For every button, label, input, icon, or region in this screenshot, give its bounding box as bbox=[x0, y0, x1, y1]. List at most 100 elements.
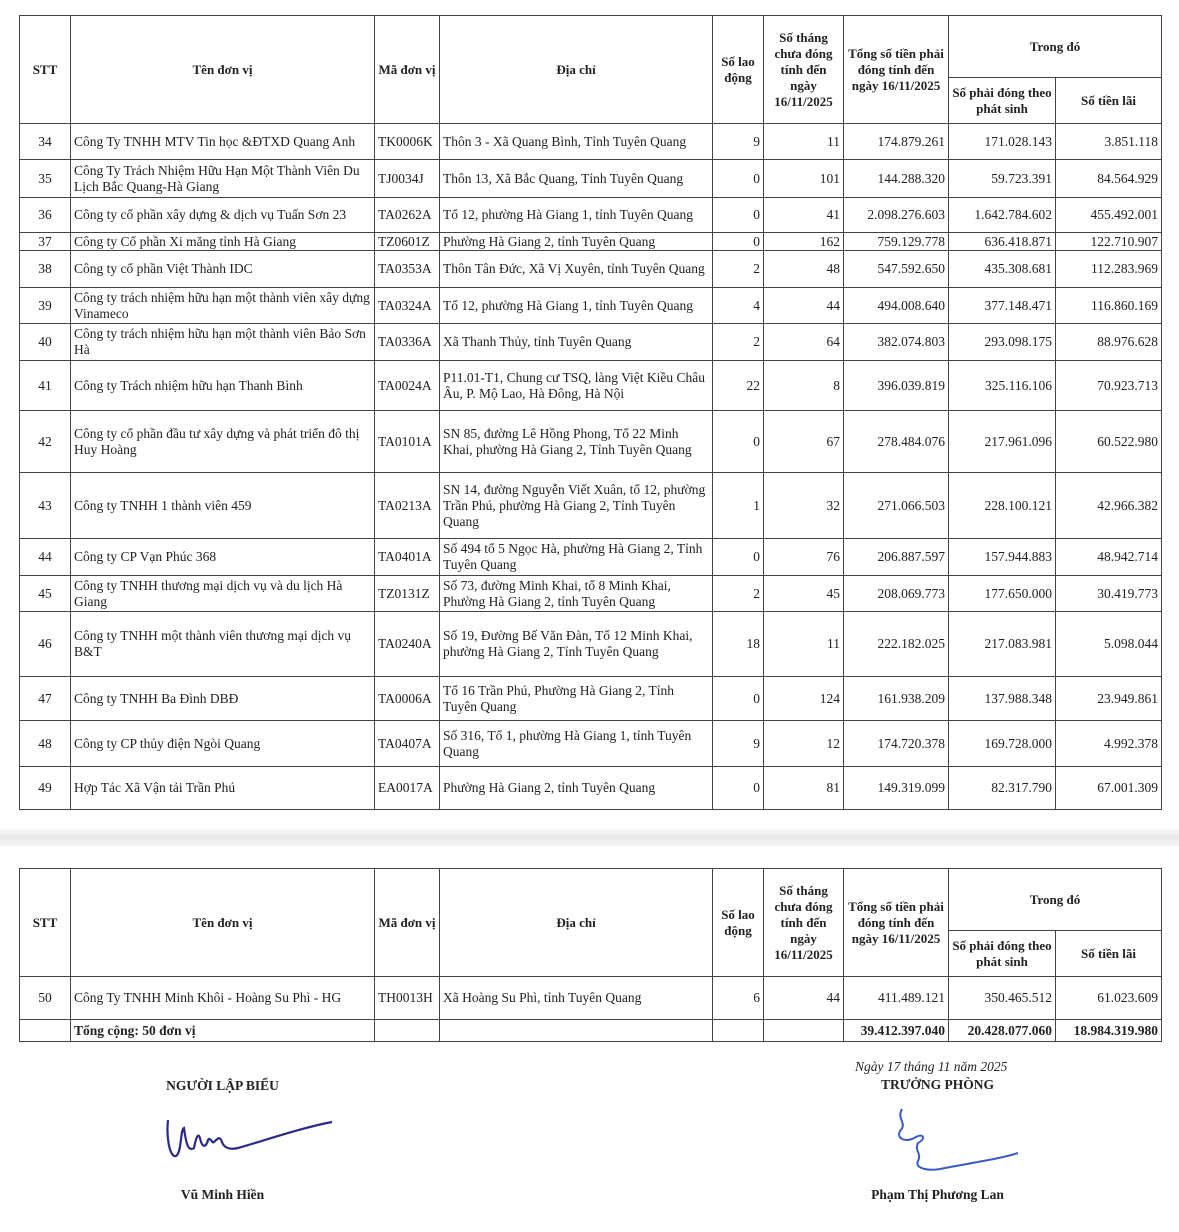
header-trongdo: Trong đó bbox=[947, 15, 1163, 78]
cell-so-lao-dong: 0 bbox=[712, 197, 764, 233]
table-row: 50 Công Ty TNHH Minh Khôi - Hoàng Su Phì … bbox=[19, 976, 1163, 1020]
cell-so-thang: 11 bbox=[763, 611, 844, 677]
header-phatsinh: Số phải đóng theo phát sinh bbox=[948, 930, 1056, 977]
cell-so-tien-lai: 116.860.169 bbox=[1054, 287, 1163, 324]
cell-so-tien-lai: 4.992.378 bbox=[1054, 720, 1163, 767]
cell-so-tien-lai: 84.564.929 bbox=[1054, 159, 1163, 198]
cell-so-thang: 64 bbox=[763, 323, 844, 361]
cell-so-lao-dong: 0 bbox=[712, 410, 764, 473]
cell-tong-so-tien: 411.489.121 bbox=[843, 976, 949, 1020]
cell-so-lao-dong: 4 bbox=[712, 287, 764, 324]
cell-ten-don-vi: Công ty cổ phần Việt Thành IDC bbox=[70, 250, 375, 288]
cell-so-phai-dong: 137.988.348 bbox=[948, 676, 1056, 721]
total-phatsinh: 20.428.077.060 bbox=[948, 1019, 1056, 1042]
cell-dia-chi: SN 14, đường Nguyễn Viết Xuân, tổ 12, ph… bbox=[439, 472, 713, 539]
cell-so-lao-dong: 0 bbox=[712, 232, 764, 251]
cell-ma-don-vi: TA0101A bbox=[374, 410, 440, 473]
cell-so-tien-lai: 5.098.044 bbox=[1054, 611, 1163, 677]
cell-ten-don-vi: Công ty TNHH Ba Đình DBĐ bbox=[70, 676, 375, 721]
cell-tong-so-tien: 149.319.099 bbox=[843, 766, 949, 810]
cell-dia-chi: Xã Hoàng Su Phì, tỉnh Tuyên Quang bbox=[439, 976, 713, 1020]
cell-so-phai-dong: 636.418.871 bbox=[948, 232, 1056, 251]
cell-tong-so-tien: 494.008.640 bbox=[843, 287, 949, 324]
cell-dia-chi: Phường Hà Giang 2, tỉnh Tuyên Quang bbox=[439, 232, 713, 251]
cell-tong-so-tien: 278.484.076 bbox=[843, 410, 949, 473]
cell-so-tien-lai: 67.001.309 bbox=[1054, 766, 1163, 810]
header-solao: Số lao động bbox=[712, 868, 764, 977]
cell-ten-don-vi: Công ty CP Vạn Phúc 368 bbox=[70, 538, 375, 576]
cell-ma-don-vi: TJ0034J bbox=[374, 159, 440, 198]
cell-so-phai-dong: 59.723.391 bbox=[948, 159, 1056, 198]
header-solao: Số lao động bbox=[712, 15, 764, 124]
cell-dia-chi: Số 494 tổ 5 Ngọc Hà, phường Hà Giang 2, … bbox=[439, 538, 713, 576]
cell-ma-don-vi: TA0006A bbox=[374, 676, 440, 721]
table-row: 37 Công ty Cổ phần Xi măng tỉnh Hà Giang T… bbox=[19, 232, 1163, 251]
cell-so-tien-lai: 30.419.773 bbox=[1054, 575, 1163, 612]
cell-ma-don-vi: TZ0131Z bbox=[374, 575, 440, 612]
right-signer-name: Phạm Thị Phương Lan bbox=[871, 1187, 1004, 1202]
cell-ten-don-vi: Công ty Cổ phần Xi măng tỉnh Hà Giang bbox=[70, 232, 375, 251]
cell-so-lao-dong: 2 bbox=[712, 575, 764, 612]
cell-ma-don-vi: TA0024A bbox=[374, 360, 440, 411]
header-ma: Mã đơn vị bbox=[374, 868, 440, 977]
cell-stt: 38 bbox=[19, 250, 71, 288]
header-sothang: Số tháng chưa đóng tính đến ngày 16/11/2… bbox=[763, 15, 844, 124]
header-lai: Số tiền lãi bbox=[1054, 77, 1163, 124]
cell-so-lao-dong: 0 bbox=[712, 538, 764, 576]
total-lai: 18.984.319.980 bbox=[1054, 1019, 1163, 1042]
table-row: 49 Hợp Tác Xã Vận tải Trần Phú EA0017A Phườ… bbox=[19, 766, 1163, 810]
cell-so-phai-dong: 171.028.143 bbox=[948, 123, 1056, 160]
cell-dia-chi: Số 19, Đường Bế Văn Đàn, Tổ 12 Minh Khai… bbox=[439, 611, 713, 677]
cell-tong-so-tien: 206.887.597 bbox=[843, 538, 949, 576]
left-signer-title: NGƯỜI LẬP BIỂU bbox=[166, 1078, 279, 1093]
cell-ma-don-vi: TA0213A bbox=[374, 472, 440, 539]
header-ten: Tên đơn vị bbox=[70, 868, 375, 977]
cell-so-lao-dong: 22 bbox=[712, 360, 764, 411]
header-stt: STT bbox=[19, 868, 71, 977]
table-row: 46 Công ty TNHH một thành viên thương mại… bbox=[19, 611, 1163, 677]
cell-stt: 44 bbox=[19, 538, 71, 576]
cell-stt: 39 bbox=[19, 287, 71, 324]
cell-so-tien-lai: 112.283.969 bbox=[1054, 250, 1163, 288]
total-tongtien: 39.412.397.040 bbox=[843, 1019, 949, 1042]
cell-tong-so-tien: 174.720.378 bbox=[843, 720, 949, 767]
cell-tong-so-tien: 222.182.025 bbox=[843, 611, 949, 677]
cell-so-thang: 101 bbox=[763, 159, 844, 198]
table-row: 41 Công ty Trách nhiệm hữu hạn Thanh Bình… bbox=[19, 360, 1163, 411]
cell-so-phai-dong: 169.728.000 bbox=[948, 720, 1056, 767]
cell-so-phai-dong: 82.317.790 bbox=[948, 766, 1056, 810]
header-sothang: Số tháng chưa đóng tính đến ngày 16/11/2… bbox=[763, 868, 844, 977]
cell-ten-don-vi: Công ty TNHH thương mại dịch vụ và du lị… bbox=[70, 575, 375, 612]
cell-tong-so-tien: 382.074.803 bbox=[843, 323, 949, 361]
table-row: 36 Công ty cổ phần xây dựng & dịch vụ Tuấ… bbox=[19, 197, 1163, 233]
cell-so-phai-dong: 435.308.681 bbox=[948, 250, 1056, 288]
cell-stt: 36 bbox=[19, 197, 71, 233]
cell-so-thang: 44 bbox=[763, 976, 844, 1020]
cell-ten-don-vi: Công ty trách nhiệm hữu hạn một thành vi… bbox=[70, 287, 375, 324]
cell-so-thang: 41 bbox=[763, 197, 844, 233]
cell-so-lao-dong: 2 bbox=[712, 323, 764, 361]
cell-ma-don-vi: TH0013H bbox=[374, 976, 440, 1020]
cell-so-tien-lai: 48.942.714 bbox=[1054, 538, 1163, 576]
cell-so-phai-dong: 293.098.175 bbox=[948, 323, 1056, 361]
header-phatsinh: Số phải đóng theo phát sinh bbox=[948, 77, 1056, 124]
total-row: Tổng cộng: 50 đơn vị 39.412.397.040 20.4… bbox=[19, 1019, 1163, 1042]
cell-stt: 45 bbox=[19, 575, 71, 612]
cell-so-thang: 67 bbox=[763, 410, 844, 473]
cell-dia-chi: P11.01-T1, Chung cư TSQ, làng Việt Kiều … bbox=[439, 360, 713, 411]
cell-so-thang: 12 bbox=[763, 720, 844, 767]
cell-so-lao-dong: 0 bbox=[712, 766, 764, 810]
header-stt: STT bbox=[19, 15, 71, 124]
cell-dia-chi: Tổ 12, phường Hà Giang 1, tỉnh Tuyên Qua… bbox=[439, 287, 713, 324]
cell-ma-don-vi: TA0336A bbox=[374, 323, 440, 361]
header-ten: Tên đơn vị bbox=[70, 15, 375, 124]
left-signer-name: Vũ Minh Hiền bbox=[180, 1187, 265, 1202]
cell-so-thang: 8 bbox=[763, 360, 844, 411]
signature-left bbox=[166, 1119, 333, 1158]
cell-so-phai-dong: 217.083.981 bbox=[948, 611, 1056, 677]
cell-stt: 46 bbox=[19, 611, 71, 677]
total-label: Tổng cộng: 50 đơn vị bbox=[70, 1019, 375, 1042]
cell-ma-don-vi: TA0401A bbox=[374, 538, 440, 576]
cell-so-tien-lai: 23.949.861 bbox=[1054, 676, 1163, 721]
table-row: 39 Công ty trách nhiệm hữu hạn một thành … bbox=[19, 287, 1163, 324]
